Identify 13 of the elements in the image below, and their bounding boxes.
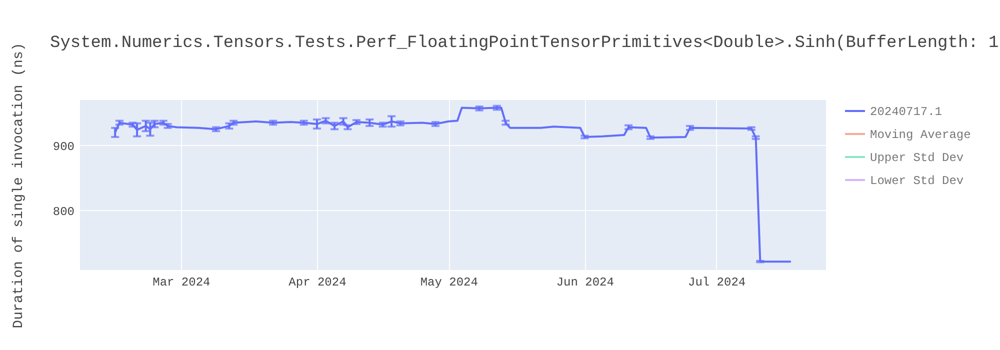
- x-tick-label: May 2024: [420, 276, 478, 290]
- legend-label: Moving Average: [870, 128, 971, 142]
- legend-label: Lower Std Dev: [870, 174, 964, 188]
- y-axis-title: Duration of single invocation (ns): [10, 42, 27, 328]
- x-tick-label: Apr 2024: [288, 276, 346, 290]
- legend-label: 20240717.1: [870, 105, 942, 119]
- legend-label: Upper Std Dev: [870, 151, 964, 165]
- x-tick-label: Mar 2024: [152, 276, 210, 290]
- x-tick-label: Jun 2024: [556, 276, 614, 290]
- chart-title: System.Numerics.Tensors.Tests.Perf_FloatingPointTensorPrimitives<Double>.Sinh(BufferLength: 1: [50, 34, 999, 53]
- x-tick-label: Jul 2024: [688, 276, 746, 290]
- y-tick-label: 800: [52, 204, 74, 219]
- y-tick-label: 900: [52, 140, 74, 154]
